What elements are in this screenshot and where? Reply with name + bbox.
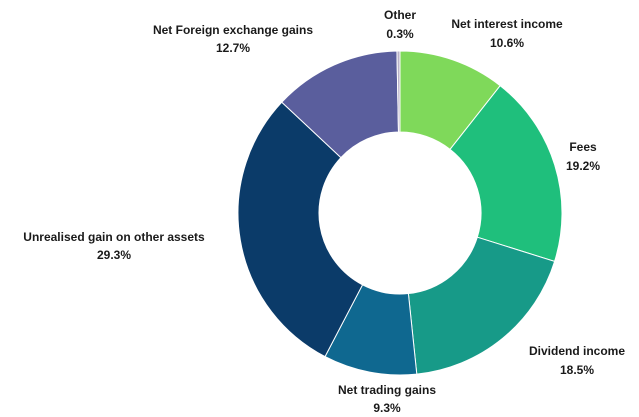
slice-label: Other — [384, 8, 416, 22]
slice-label: Unrealised gain on other assets — [23, 230, 205, 244]
slice-label: Net Foreign exchange gains — [153, 23, 313, 37]
slice-value-label: 10.6% — [490, 36, 524, 50]
donut-slice — [396, 50, 401, 133]
donut — [237, 50, 563, 376]
slice-label: Dividend income — [529, 344, 625, 358]
slice-value-label: 18.5% — [560, 363, 594, 377]
donut-slice — [449, 84, 563, 263]
slice-value-label: 19.2% — [566, 159, 600, 173]
slice-value-label: 29.3% — [97, 248, 131, 262]
slice-value-label: 12.7% — [216, 41, 250, 55]
slice-value-label: 0.3% — [386, 27, 414, 41]
slice-label: Fees — [569, 140, 597, 154]
donut-slice — [237, 101, 364, 358]
slice-label: Net interest income — [451, 17, 563, 31]
donut-slice — [407, 236, 556, 375]
slice-label: Net trading gains — [338, 383, 436, 397]
slice-value-label: 9.3% — [373, 401, 401, 415]
